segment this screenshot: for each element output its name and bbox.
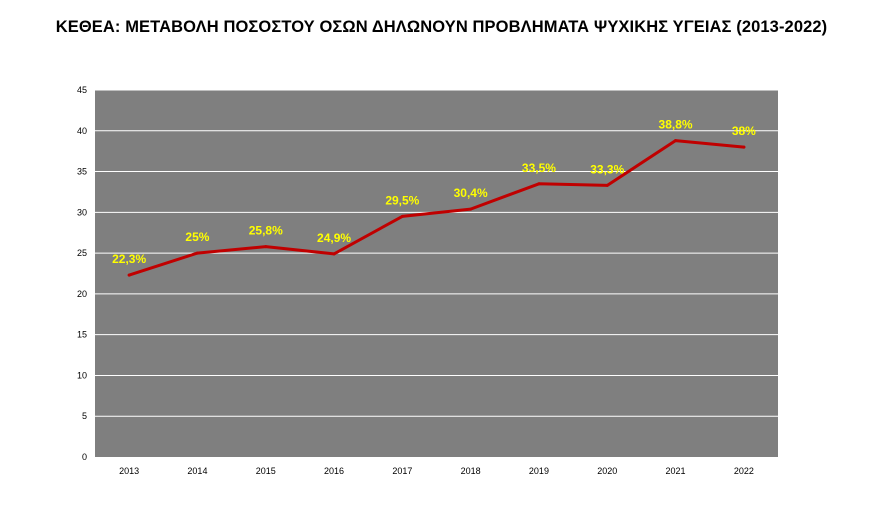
data-label: 29,5%	[385, 193, 419, 207]
y-tick-label: 45	[77, 85, 87, 95]
y-tick-label: 5	[82, 411, 87, 421]
y-tick-label: 30	[77, 207, 87, 217]
series-line	[127, 139, 746, 277]
x-tick-label: 2014	[187, 466, 207, 476]
data-label: 22,3%	[112, 252, 146, 266]
x-tick-label: 2020	[597, 466, 617, 476]
data-label: 24,9%	[317, 231, 351, 245]
data-label: 30,4%	[454, 186, 488, 200]
data-point	[400, 214, 404, 218]
data-label: 38%	[732, 124, 756, 138]
y-tick-label: 15	[77, 330, 87, 340]
data-point	[195, 251, 199, 255]
x-tick-label: 2019	[529, 466, 549, 476]
gridlines	[95, 89, 778, 417]
data-point	[332, 252, 336, 256]
x-tick-label: 2018	[461, 466, 481, 476]
x-tick-label: 2013	[119, 466, 139, 476]
y-tick-label: 20	[77, 289, 87, 299]
data-point	[742, 145, 746, 149]
x-tick-label: 2022	[734, 466, 754, 476]
chart-title: ΚΕΘΕΑ: ΜΕΤΑΒΟΛΗ ΠΟΣΟΣΤΟΥ ΟΣΩΝ ΔΗΛΩΝΟΥΝ Π…	[55, 18, 828, 36]
x-axis: 2013 2014 2015 2016 2017 2018 2019 2020 2021 2022	[119, 466, 754, 476]
x-tick-label: 2021	[666, 466, 686, 476]
y-tick-label: 10	[77, 370, 87, 380]
y-tick-label: 0	[82, 452, 87, 462]
y-tick-label: 25	[77, 248, 87, 258]
data-point	[674, 139, 678, 143]
x-tick-label: 2016	[324, 466, 344, 476]
data-point	[605, 183, 609, 187]
data-label: 25%	[185, 230, 209, 244]
plot-area	[95, 90, 778, 457]
data-labels: 22,3% 25% 25,8% 24,9% 29,5% 30,4% 33,5% 33,3% 38…	[112, 118, 756, 267]
data-label: 33,5%	[522, 161, 556, 175]
data-point	[469, 207, 473, 211]
data-point	[537, 182, 541, 186]
data-label: 33,3%	[590, 162, 624, 176]
data-point	[264, 245, 268, 249]
data-point	[127, 273, 131, 277]
series-line-group	[127, 139, 746, 277]
y-tick-label: 35	[77, 167, 87, 177]
data-label: 38,8%	[659, 118, 693, 132]
x-tick-label: 2015	[256, 466, 276, 476]
y-axis: 0 5 10 15 20 25 30 35 40 45	[77, 85, 87, 462]
y-tick-label: 40	[77, 126, 87, 136]
x-tick-label: 2017	[392, 466, 412, 476]
data-label: 25,8%	[249, 224, 283, 238]
